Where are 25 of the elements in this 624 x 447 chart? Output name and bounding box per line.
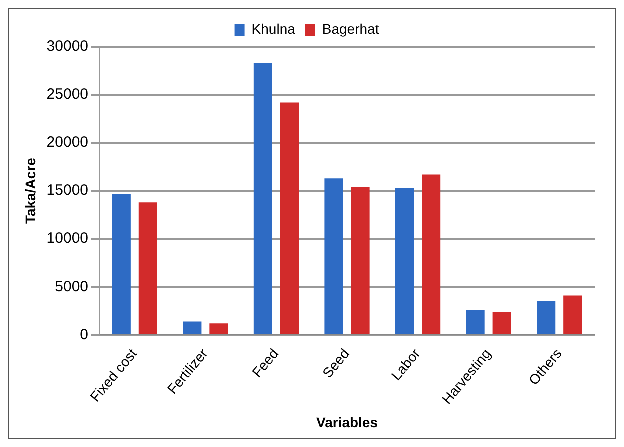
bar	[254, 63, 272, 334]
y-tick-label: 10000	[46, 230, 89, 248]
y-tick-label: 25000	[46, 86, 89, 104]
bar	[324, 178, 344, 334]
y-tick-label: 30000	[46, 38, 89, 56]
y-tick-label: 0	[80, 326, 89, 344]
legend-label: Khulna	[252, 20, 296, 37]
bar	[537, 302, 556, 334]
x-axis-title: Variables	[316, 414, 378, 430]
bar	[422, 174, 441, 334]
y-tick-label: 5000	[55, 278, 89, 296]
legend-label: Bagerhat	[322, 20, 380, 37]
bar	[112, 194, 131, 334]
y-tick-label: 15000	[46, 182, 89, 200]
bar	[280, 102, 300, 334]
bar	[138, 202, 158, 334]
bar	[395, 188, 414, 334]
bar	[351, 187, 370, 334]
bar	[210, 324, 228, 334]
bar	[466, 310, 485, 334]
y-tick-label: 20000	[46, 134, 89, 152]
bar	[492, 312, 512, 334]
bar	[564, 296, 582, 334]
bar	[183, 322, 202, 334]
y-axis-title: Taka/Acre	[22, 158, 38, 224]
